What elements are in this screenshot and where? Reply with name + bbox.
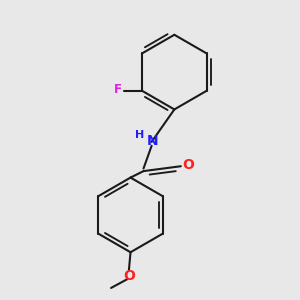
Text: F: F: [114, 83, 122, 96]
Text: N: N: [147, 134, 158, 148]
Text: O: O: [123, 269, 135, 283]
Text: O: O: [182, 158, 194, 172]
Text: H: H: [135, 130, 144, 140]
